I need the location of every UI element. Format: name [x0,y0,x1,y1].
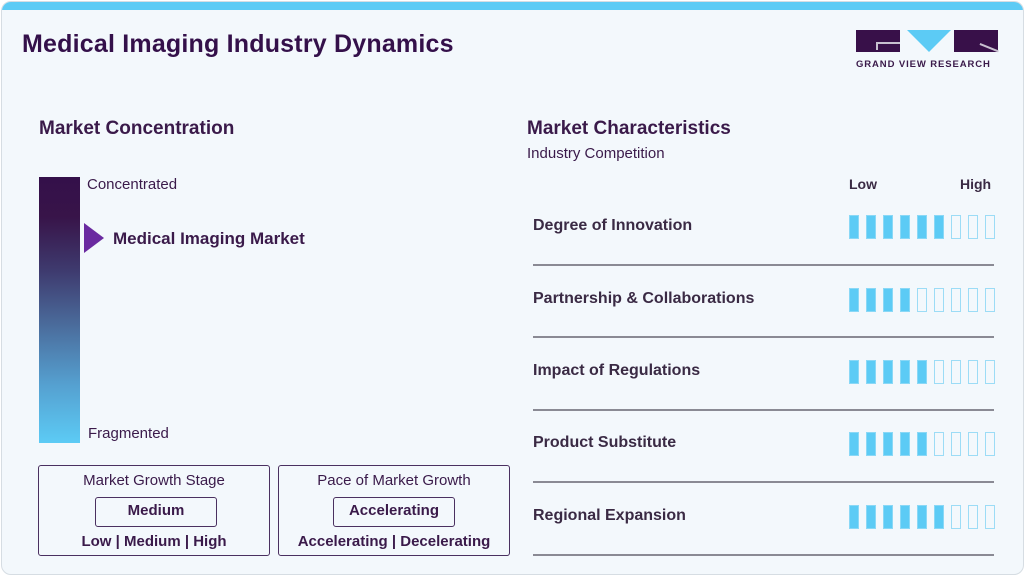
industry-competition-subheading: Industry Competition [527,145,665,162]
level-segment-empty [968,505,978,529]
logo-v-triangle-icon [907,30,951,52]
level-segment-empty [985,432,995,456]
logo-g-block-icon [856,30,900,52]
level-segment-filled [917,432,927,456]
level-meter [849,360,995,384]
level-segment-filled [900,505,910,529]
row-divider [533,554,994,556]
market-concentration-heading: Market Concentration [39,118,235,139]
logo-text: GRAND VIEW RESEARCH [856,59,991,70]
logo-g-line-v [876,42,878,50]
logo-g-line [876,42,900,44]
level-segment-filled [866,505,876,529]
characteristic-label: Partnership & Collaborations [533,290,755,307]
characteristic-label: Regional Expansion [533,507,686,524]
level-segment-empty [934,360,944,384]
level-segment-filled [883,505,893,529]
level-segment-filled [849,505,859,529]
page-title: Medical Imaging Industry Dynamics [22,30,454,58]
level-segment-empty [951,360,961,384]
growth-stage-value: Medium [95,497,217,527]
level-segment-empty [985,288,995,312]
level-segment-empty [934,288,944,312]
market-characteristics-heading: Market Characteristics [527,118,731,139]
market-pointer-icon [84,223,104,253]
level-segment-empty [985,215,995,239]
level-segment-filled [900,360,910,384]
level-segment-empty [917,288,927,312]
scale-high-label: High [960,176,992,192]
level-segment-filled [866,215,876,239]
level-segment-filled [917,215,927,239]
concentration-gradient-bar [39,177,80,443]
level-segment-empty [934,432,944,456]
level-segment-filled [917,505,927,529]
level-segment-filled [883,432,893,456]
level-segment-filled [917,360,927,384]
level-segment-filled [849,360,859,384]
level-segment-filled [866,360,876,384]
level-segment-filled [934,215,944,239]
level-segment-filled [934,505,944,529]
level-meter [849,215,995,239]
level-segment-empty [951,505,961,529]
level-meter [849,432,995,456]
level-segment-empty [985,360,995,384]
level-segment-filled [883,215,893,239]
characteristic-label: Product Substitute [533,434,677,451]
level-segment-filled [900,288,910,312]
grand-view-research-logo: GRAND VIEW RESEARCH [856,30,1001,74]
level-segment-filled [866,432,876,456]
top-accent-bar [2,2,1023,10]
level-segment-filled [900,215,910,239]
level-segment-filled [900,432,910,456]
row-divider [533,409,994,411]
characteristic-label: Impact of Regulations [533,362,701,379]
growth-pace-value: Accelerating [333,497,455,527]
market-marker-label: Medical Imaging Market [113,229,305,248]
row-divider [533,481,994,483]
growth-stage-options: Low | Medium | High [81,533,227,550]
characteristic-label: Degree of Innovation [533,217,693,234]
level-segment-empty [951,215,961,239]
level-meter [849,505,995,529]
pace-of-growth-box: Pace of Market Growth Accelerating Accel… [278,465,510,556]
level-segment-empty [968,360,978,384]
level-segment-filled [849,288,859,312]
growth-pace-title: Pace of Market Growth [317,472,471,489]
level-segment-filled [866,288,876,312]
level-segment-empty [968,432,978,456]
level-segment-empty [968,288,978,312]
level-segment-filled [849,432,859,456]
market-growth-stage-box: Market Growth Stage Medium Low | Medium … [38,465,270,556]
level-segment-empty [951,288,961,312]
row-divider [533,264,994,266]
level-segment-empty [985,505,995,529]
level-segment-filled [883,360,893,384]
fragmented-label: Fragmented [88,425,169,442]
concentrated-label: Concentrated [87,176,178,193]
level-segment-filled [883,288,893,312]
scale-low-label: Low [849,176,877,192]
level-segment-empty [951,432,961,456]
row-divider [533,336,994,338]
growth-stage-title: Market Growth Stage [83,472,225,489]
growth-pace-options: Accelerating | Decelerating [297,533,491,550]
level-meter [849,288,995,312]
level-segment-filled [849,215,859,239]
level-segment-empty [968,215,978,239]
